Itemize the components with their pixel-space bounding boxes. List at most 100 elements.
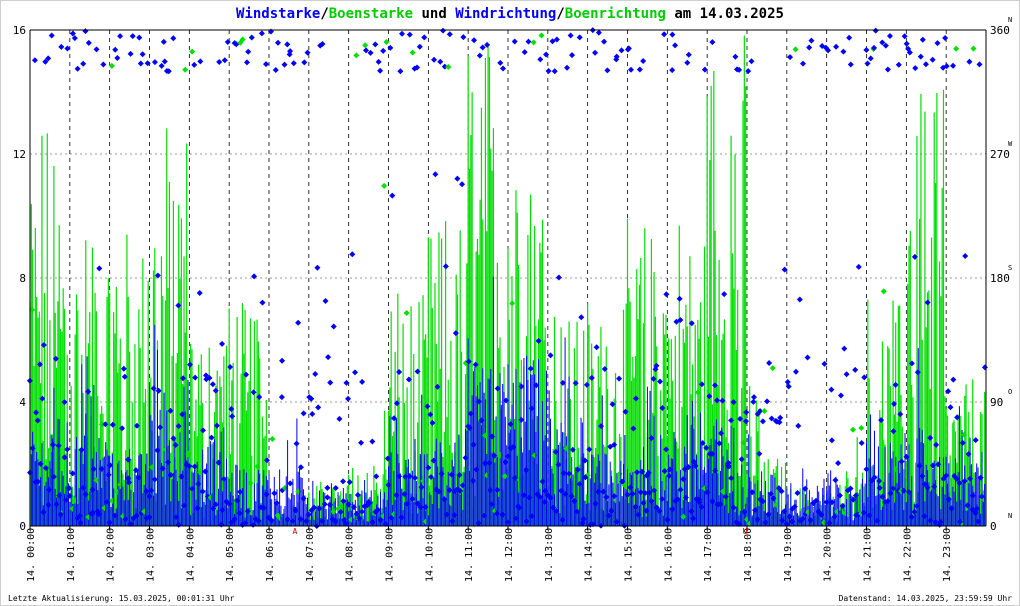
direction-point <box>737 415 744 422</box>
speed-point <box>778 488 785 495</box>
direction-point <box>314 264 321 271</box>
direction-point <box>319 40 326 47</box>
direction-point <box>304 49 311 56</box>
direction-point <box>800 60 807 67</box>
left-tick-label: 8 <box>19 272 26 285</box>
direction-point <box>947 404 954 411</box>
direction-point <box>518 383 525 390</box>
direction-point <box>102 421 109 428</box>
direction-point <box>858 439 865 446</box>
speed-point <box>167 472 174 479</box>
direction-point <box>391 415 398 422</box>
speed-point <box>977 474 984 481</box>
footer-last-update: Letzte Aktualisierung: 15.03.2025, 00:01… <box>8 594 235 603</box>
direction-point <box>36 361 43 368</box>
direction-point <box>588 374 595 381</box>
speed-point <box>759 498 766 505</box>
direction-point <box>445 63 452 70</box>
direction-point <box>650 375 657 382</box>
direction-point <box>114 55 121 62</box>
direction-point <box>451 511 458 518</box>
direction-point <box>853 512 860 519</box>
direction-point <box>574 466 581 473</box>
direction-point <box>922 61 929 68</box>
direction-point <box>509 300 516 307</box>
direction-point <box>132 467 139 474</box>
speed-point <box>425 464 432 471</box>
direction-point <box>950 376 957 383</box>
direction-point <box>583 381 590 388</box>
direction-point <box>431 56 438 63</box>
direction-point <box>330 508 337 515</box>
direction-point <box>301 59 308 66</box>
right-tick-label: 180 <box>990 272 1010 285</box>
direction-point <box>429 419 436 426</box>
direction-point <box>46 486 53 493</box>
direction-point <box>890 400 897 407</box>
direction-point <box>843 371 850 378</box>
speed-point <box>749 489 756 496</box>
wind-speed-series <box>27 276 987 529</box>
speed-point <box>621 482 628 489</box>
direction-point <box>959 439 966 446</box>
wind-direction-series <box>26 27 988 529</box>
direction-point <box>367 49 374 56</box>
direction-point <box>446 31 453 38</box>
direction-point <box>206 375 213 382</box>
speed-point <box>616 470 623 477</box>
direction-point <box>787 54 794 61</box>
x-tick-label: 14. 08:00 <box>345 528 356 582</box>
direction-point <box>263 61 270 68</box>
direction-point <box>841 345 848 352</box>
direction-point <box>491 452 498 459</box>
direction-point <box>543 51 550 58</box>
speed-point <box>93 477 100 484</box>
direction-point <box>840 48 847 55</box>
speed-point <box>659 495 666 502</box>
direction-point <box>931 483 938 490</box>
speed-point <box>794 490 801 497</box>
direction-point <box>728 417 735 424</box>
direction-point <box>559 379 566 386</box>
speed-point <box>316 505 323 512</box>
x-tick-label: 14. 21:00 <box>863 528 874 582</box>
speed-point <box>427 474 434 481</box>
direction-point <box>324 484 331 491</box>
speed-point <box>90 465 97 472</box>
direction-point <box>358 439 365 446</box>
direction-point <box>709 39 716 46</box>
direction-point <box>730 399 737 406</box>
direction-point <box>300 410 307 417</box>
direction-point <box>569 52 576 59</box>
direction-point <box>372 41 379 48</box>
direction-point <box>764 398 771 405</box>
direction-point <box>640 57 647 64</box>
direction-point <box>196 289 203 296</box>
direction-point <box>494 385 501 392</box>
direction-point <box>555 274 562 281</box>
x-tick-label: 14. 16:00 <box>663 528 674 582</box>
direction-point <box>684 59 691 66</box>
direction-point <box>460 34 467 41</box>
direction-point <box>886 32 893 39</box>
direction-point <box>970 45 977 52</box>
direction-point <box>139 51 146 58</box>
chart-title: Windstarke/Boenstarke und Windrichtung/B… <box>236 6 784 22</box>
direction-point <box>422 504 429 511</box>
direction-point <box>808 37 815 44</box>
direction-point <box>82 28 89 35</box>
direction-point <box>479 44 486 51</box>
direction-point <box>796 296 803 303</box>
x-tick-label: 14. 06:00 <box>265 528 276 582</box>
direction-point <box>586 446 593 453</box>
direction-point <box>126 479 133 486</box>
direction-point <box>245 48 252 55</box>
speed-point <box>943 472 950 479</box>
direction-point <box>634 469 641 476</box>
direction-point <box>119 425 126 432</box>
direction-point <box>393 400 400 407</box>
direction-point <box>505 453 512 460</box>
direction-point <box>432 171 439 178</box>
direction-point <box>397 68 404 75</box>
